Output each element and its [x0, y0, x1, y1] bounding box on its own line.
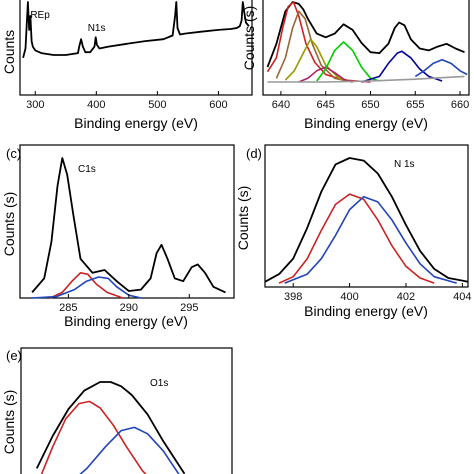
- panel-a-ylabel: Counts: [1, 30, 17, 74]
- x-tick-label: 402: [397, 291, 415, 303]
- panel-a: Counts 300 400 500 600 REp N1s Binding energy…: [1, 0, 253, 131]
- panel-b-series-line-0: [266, 1, 465, 68]
- x-tick-label: 640: [272, 99, 290, 111]
- peak-annotation: REp: [30, 10, 50, 21]
- panel-b-series-line-6: [361, 50, 443, 83]
- panel-a-plot: 300 400 500 600 REp N1s: [22, 1, 250, 111]
- x-tick-label: 500: [148, 99, 166, 111]
- panel-e-frame: [20, 347, 233, 474]
- panel-d-series-line-0: [264, 157, 469, 283]
- panel-a-xlabel: Binding energy (eV): [74, 115, 198, 131]
- panel-a-series-line-0: [22, 1, 250, 59]
- panel-b-series-line-2: [275, 10, 353, 83]
- x-tick-label: 398: [284, 291, 302, 303]
- x-tick-label: 400: [87, 99, 105, 111]
- x-tick-label: 645: [317, 99, 335, 111]
- panel-e-ylabel: Counts (s): [1, 390, 17, 455]
- panel-b-series-line-3: [284, 38, 353, 83]
- panel-c-xlabel: Binding energy (eV): [64, 313, 188, 329]
- x-tick-label: 295: [180, 302, 198, 314]
- panel-c-frame: [19, 144, 235, 299]
- panel-d-frame: [264, 144, 469, 288]
- panel-b-series-line-7: [414, 58, 468, 78]
- panel-c-plot: 285 290 295 C1s: [31, 157, 226, 314]
- panel-d-ylabel: Counts (s): [235, 186, 251, 251]
- panel-title: N 1s: [394, 159, 415, 170]
- x-tick-label: 655: [406, 99, 424, 111]
- panel-b-ylabel: Counts (s): [241, 6, 257, 71]
- panel-c-series-line-2: [32, 276, 142, 299]
- panel-c-label: (c): [6, 146, 21, 161]
- panel-b-plot: 640 645 650 655 660: [266, 1, 469, 111]
- panel-e-series-line-1: [40, 400, 147, 474]
- panel-c-series-line-0: [31, 157, 226, 294]
- x-tick-label: 400: [340, 291, 358, 303]
- panel-c-ylabel: Counts (s): [1, 192, 17, 257]
- x-tick-label: 650: [361, 99, 379, 111]
- x-tick-label: 404: [453, 291, 471, 303]
- panel-a-frame: [19, 0, 253, 96]
- x-tick-label: 660: [451, 99, 469, 111]
- panel-c: (c) Counts (s) 285 290 295 C1s Binding ener…: [1, 144, 235, 329]
- panel-e-series-line-0: [35, 381, 186, 474]
- panel-d-series-line-1: [278, 193, 435, 284]
- panel-title: O1s: [150, 378, 168, 389]
- panel-e: (e) Counts (s) O1s: [1, 347, 233, 474]
- panel-title: C1s: [78, 164, 96, 175]
- panel-b-xlabel: Binding energy (eV): [304, 115, 428, 131]
- peak-annotation: N1s: [88, 23, 106, 34]
- panel-d-xlabel: Binding energy (eV): [304, 303, 428, 319]
- panel-e-series-line-2: [79, 426, 180, 474]
- x-tick-label: 290: [120, 302, 138, 314]
- panel-b-series-line-4: [298, 66, 353, 83]
- panel-d-series-line-2: [284, 195, 457, 284]
- panel-d-label: (d): [246, 146, 262, 161]
- panel-c-series-line-1: [49, 271, 124, 299]
- x-tick-label: 600: [209, 99, 227, 111]
- panel-b: Counts (s) 640 645 650 655 660 Binding energ…: [241, 0, 470, 131]
- panel-d-plot: 398 400 402 404 N 1s: [264, 157, 472, 303]
- panel-b-frame: [262, 0, 470, 96]
- x-tick-label: 285: [59, 302, 77, 314]
- panel-e-label: (e): [6, 348, 22, 363]
- panel-b-series-line-8: [267, 75, 465, 83]
- panel-d: (d) Counts (s) 398 400 402 404 N 1s Binding …: [235, 144, 472, 319]
- panel-b-series-line-5: [316, 41, 380, 82]
- x-tick-label: 300: [26, 99, 44, 111]
- panel-e-plot: O1s: [35, 378, 186, 474]
